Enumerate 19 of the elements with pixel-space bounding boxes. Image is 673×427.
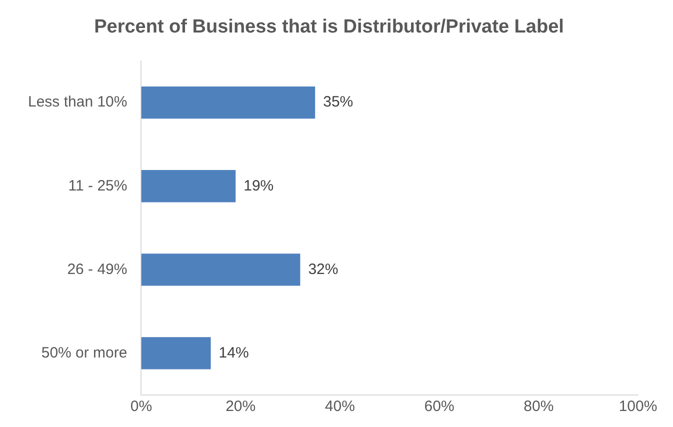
x-tick-label: 20% [226, 398, 256, 416]
bar [141, 86, 316, 119]
bar [141, 254, 300, 286]
y-tick-label: 26 - 49% [67, 260, 128, 278]
data-label: 35% [323, 94, 354, 111]
bar [141, 337, 211, 370]
x-tick-label: 40% [324, 398, 355, 416]
data-label: 14% [218, 344, 249, 362]
data-label: 32% [308, 260, 338, 278]
y-tick-label: 11 - 25% [68, 177, 128, 194]
x-tick-label: 0% [130, 398, 152, 416]
chart-title: Percent of Business that is Distributor/Private Label [94, 16, 564, 38]
data-label: 19% [244, 177, 274, 194]
x-tick-label: 100% [618, 398, 658, 416]
y-tick-label: Less than 10% [28, 94, 128, 111]
bar [141, 170, 236, 202]
x-tick-label: 80% [524, 398, 554, 416]
y-tick-label: 50% or more [41, 344, 128, 362]
x-tick-label: 60% [424, 398, 454, 416]
